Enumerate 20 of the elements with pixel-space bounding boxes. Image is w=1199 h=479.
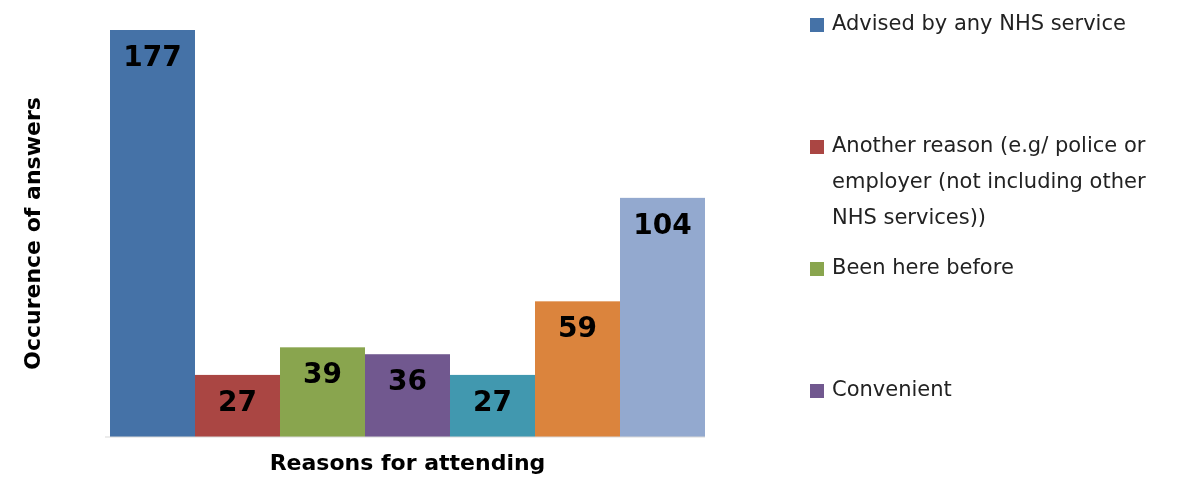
legend-label: Advised by any NHS service xyxy=(832,11,1126,35)
data-label: 59 xyxy=(558,311,597,345)
data-label: 27 xyxy=(218,384,257,418)
bar xyxy=(620,197,705,437)
y-axis-title: Occurence of answers xyxy=(20,97,45,370)
bar xyxy=(450,374,535,437)
data-label: 104 xyxy=(633,207,692,241)
bar xyxy=(195,374,280,437)
bar xyxy=(365,354,450,437)
data-label: 36 xyxy=(388,364,427,398)
data-label: 39 xyxy=(303,357,342,391)
bar xyxy=(280,347,365,437)
legend-label: Convenient xyxy=(832,377,952,401)
legend-label: Been here before xyxy=(832,255,1014,279)
bar xyxy=(110,30,195,437)
x-axis-title: Reasons for attending xyxy=(269,450,546,475)
legend-label: Another reason (e.g/ police or employer (not including other NHS services)) xyxy=(832,133,1146,229)
data-label: 177 xyxy=(123,40,182,73)
data-label: 27 xyxy=(473,384,512,418)
bar xyxy=(535,301,620,437)
